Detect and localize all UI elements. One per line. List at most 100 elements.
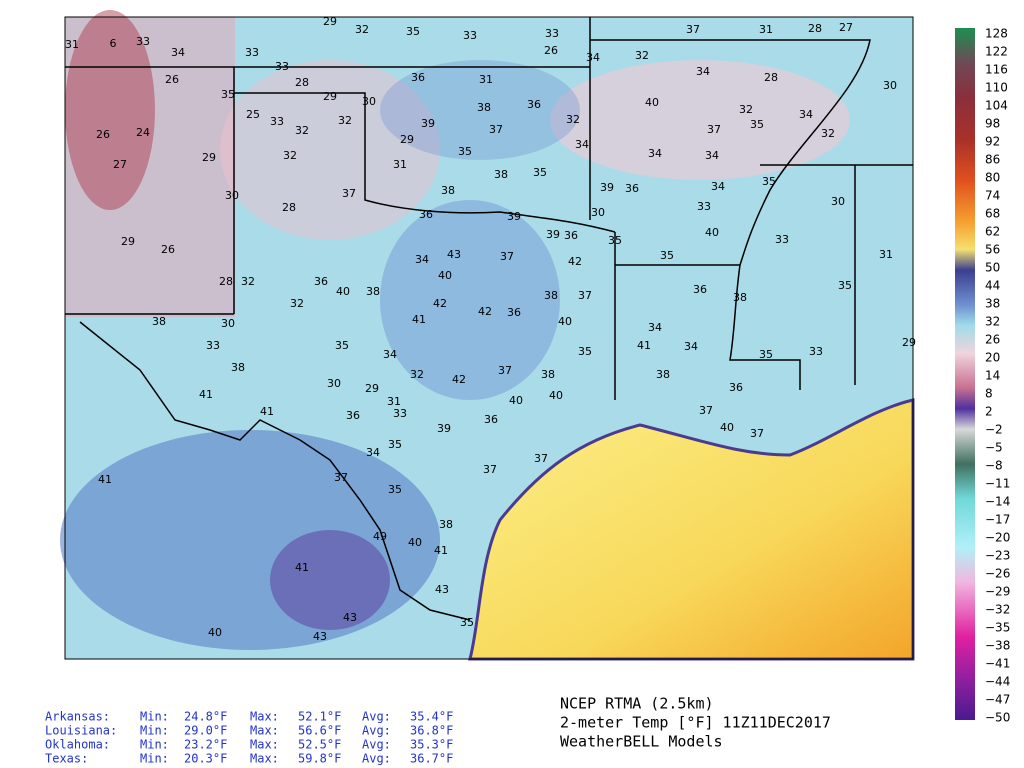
title-block: NCEP RTMA (2.5km) 2-meter Temp [°F] 11Z1…	[560, 695, 831, 751]
colorbar-label: −23	[985, 549, 1010, 563]
colorbar-label: 14	[985, 369, 1000, 383]
temp-label: 41	[295, 561, 309, 574]
temp-label: 28	[282, 201, 296, 214]
stats-cell: 35.4°F	[410, 710, 453, 724]
temp-label: 26	[96, 128, 110, 141]
temp-label: 26	[165, 73, 179, 86]
temp-label: 34	[648, 321, 662, 334]
temp-label: 30	[831, 195, 845, 208]
temp-label: 36	[527, 98, 541, 111]
temp-label: 40	[558, 315, 572, 328]
temp-label: 32	[635, 49, 649, 62]
stats-cell: 20.3°F	[184, 752, 227, 766]
temp-label: 30	[221, 317, 235, 330]
temp-label: 38	[439, 518, 453, 531]
colorbar-label: −11	[985, 477, 1010, 491]
colorbar-label: 74	[985, 189, 1000, 203]
temp-label: 28	[219, 275, 233, 288]
colorbar-labels: 128 122 116 110 104 98 92 86 80 74 68 62 56 50 44 38 32 2…	[985, 27, 1010, 725]
temp-label: 29	[121, 235, 135, 248]
temp-label: 37	[578, 289, 592, 302]
stats-cell: 36.7°F	[410, 752, 453, 766]
stats-cell: Louisiana:	[45, 724, 117, 738]
temp-label: 35	[750, 118, 764, 131]
title-line: WeatherBELL Models	[560, 733, 723, 751]
colorbar-label: 92	[985, 135, 1000, 149]
temp-label: 33	[809, 345, 823, 358]
stats-cell: Arkansas:	[45, 710, 110, 724]
colorbar-label: −41	[985, 657, 1010, 671]
stats-cell: 29.0°F	[184, 724, 227, 738]
colorbar-label: 104	[985, 99, 1008, 113]
stats-cell: 52.1°F	[298, 710, 341, 724]
stats-cell: 23.2°F	[184, 738, 227, 752]
colorbar-label: −29	[985, 585, 1010, 599]
temp-label: 31	[387, 395, 401, 408]
stats-cell: 24.8°F	[184, 710, 227, 724]
temp-label: 32	[295, 124, 309, 137]
temp-label: 28	[764, 71, 778, 84]
temp-label: 32	[290, 297, 304, 310]
temp-label: 33	[463, 29, 477, 42]
temp-label: 36	[729, 381, 743, 394]
temp-label: 29	[400, 133, 414, 146]
temp-label: 41	[412, 313, 426, 326]
temp-label: 32	[566, 113, 580, 126]
temp-label: 37	[489, 123, 503, 136]
temp-label: 31	[759, 23, 773, 36]
temp-label: 40	[645, 96, 659, 109]
temp-label: 31	[393, 158, 407, 171]
temp-label: 35	[533, 166, 547, 179]
temp-label: 33	[393, 407, 407, 420]
colorbar-label: 44	[985, 279, 1000, 293]
temp-label: 34	[383, 348, 397, 361]
temp-label: 43	[435, 583, 449, 596]
temp-label: 38	[231, 361, 245, 374]
temp-label: 39	[600, 181, 614, 194]
temp-label: 29	[323, 90, 337, 103]
temp-label: 36	[484, 413, 498, 426]
borders	[65, 17, 913, 621]
shade	[220, 60, 440, 240]
temp-label: 41	[434, 544, 448, 557]
temp-label: 34	[711, 180, 725, 193]
temp-label: 32	[410, 368, 424, 381]
temp-label: 33	[275, 60, 289, 73]
temp-label: 34	[705, 149, 719, 162]
temp-label: 35	[578, 345, 592, 358]
temp-label: 35	[406, 25, 420, 38]
colorbar-label: 116	[985, 63, 1008, 77]
temp-label: 40	[509, 394, 523, 407]
stats-cell: Max:	[250, 752, 279, 766]
temp-label: 32	[241, 275, 255, 288]
colorbar	[955, 28, 975, 720]
temp-label: 34	[799, 108, 813, 121]
title-line: NCEP RTMA (2.5km)	[560, 695, 714, 713]
temp-label: 37	[334, 471, 348, 484]
temp-label: 35	[388, 483, 402, 496]
map-frame	[64, 16, 914, 660]
stats-cell: Min:	[140, 752, 169, 766]
temp-label: 33	[270, 115, 284, 128]
temp-label: 34	[366, 446, 380, 459]
temp-label: 40	[408, 536, 422, 549]
temp-label: 29	[202, 151, 216, 164]
stats-table: Arkansas: Min: 24.8°F Max: 52.1°F Avg: 35.4°F L…	[45, 710, 453, 766]
colorbar-label: −5	[985, 441, 1003, 455]
colorbar-label: −50	[985, 711, 1010, 725]
colorbar-label: 80	[985, 171, 1000, 185]
temp-label: 35	[221, 88, 235, 101]
temp-label: 35	[660, 249, 674, 262]
temp-label: 30	[225, 189, 239, 202]
temp-label: 33	[545, 27, 559, 40]
temp-label: 28	[808, 22, 822, 35]
temp-label: 32	[821, 127, 835, 140]
colorbar-label: −44	[985, 675, 1010, 689]
temp-label: 33	[775, 233, 789, 246]
colorbar-label: −2	[985, 423, 1003, 437]
temp-label: 28	[295, 76, 309, 89]
temp-label: 43	[343, 611, 357, 624]
temp-label: 37	[707, 123, 721, 136]
temp-label: 37	[534, 452, 548, 465]
